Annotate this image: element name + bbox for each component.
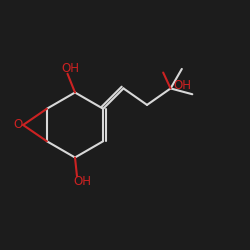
Text: OH: OH (174, 80, 192, 92)
Text: OH: OH (74, 175, 92, 188)
Text: OH: OH (62, 62, 80, 75)
Text: O: O (14, 118, 23, 132)
